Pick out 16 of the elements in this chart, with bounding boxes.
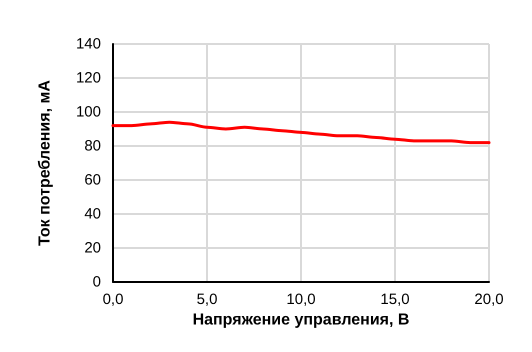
y-tick-label: 40 bbox=[84, 206, 101, 222]
y-axis-title: Ток потребления, мА bbox=[36, 80, 54, 246]
y-tick-label: 20 bbox=[84, 240, 101, 256]
y-tick-label: 60 bbox=[84, 172, 101, 188]
y-tick-label: 80 bbox=[84, 138, 101, 154]
x-axis-title: Напряжение управления, В bbox=[192, 312, 410, 328]
x-tick-label: 15,0 bbox=[380, 291, 410, 308]
x-tick-label: 0,0 bbox=[102, 291, 124, 308]
y-tick-label: 140 bbox=[76, 36, 101, 52]
y-tick-label: 0 bbox=[92, 274, 101, 290]
x-tick-label: 20,0 bbox=[474, 291, 504, 308]
y-tick-label: 120 bbox=[76, 70, 101, 86]
line-series bbox=[112, 120, 490, 144]
x-tick-label: 10,0 bbox=[286, 291, 316, 308]
x-tick-label: 5,0 bbox=[196, 291, 218, 308]
y-tick-label: 100 bbox=[76, 104, 101, 120]
